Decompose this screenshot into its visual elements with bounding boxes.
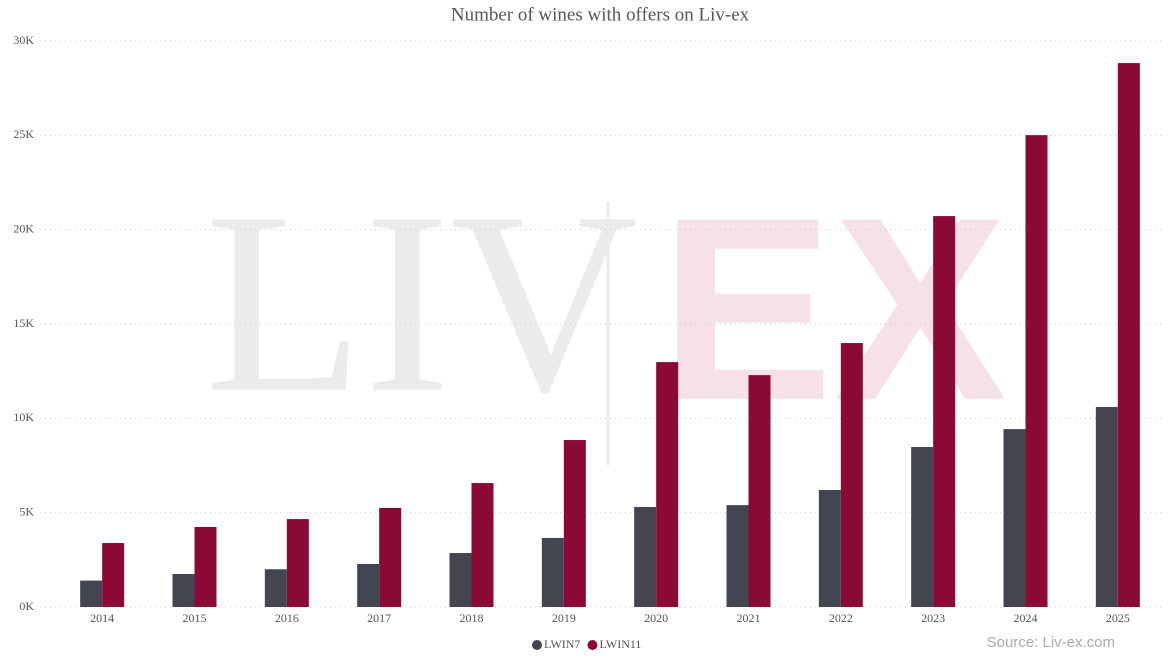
x-tick-label: 2014 — [90, 611, 114, 625]
x-tick-label: 2024 — [1014, 611, 1038, 625]
x-tick-label: 2020 — [644, 611, 668, 625]
bar — [748, 375, 771, 607]
y-tick-label: 20K — [13, 221, 34, 235]
bar — [471, 483, 494, 607]
legend-label: LWIN7 — [544, 637, 580, 651]
bar — [449, 553, 472, 607]
x-tick-label: 2021 — [737, 611, 761, 625]
y-tick-label: 15K — [13, 316, 34, 330]
bar — [102, 543, 125, 607]
bar — [1003, 429, 1026, 607]
bar — [286, 519, 309, 607]
x-tick-label: 2017 — [367, 611, 391, 625]
bar — [726, 505, 749, 607]
bar — [172, 573, 195, 607]
legend-label: LWIN11 — [599, 637, 641, 651]
y-tick-label: 0K — [19, 599, 34, 613]
bar — [1117, 63, 1140, 608]
y-tick-label: 10K — [13, 410, 34, 424]
bar — [357, 563, 380, 607]
bar — [840, 343, 863, 607]
watermark: LIV — [205, 159, 638, 447]
bar — [634, 507, 657, 607]
x-tick-label: 2015 — [183, 611, 207, 625]
bar — [933, 216, 956, 607]
x-tick-label: 2023 — [921, 611, 945, 625]
y-tick-label: 30K — [13, 33, 34, 47]
source: Source: Liv-ex.com — [987, 634, 1115, 651]
x-tick-label: 2016 — [275, 611, 299, 625]
y-tick-label: 25K — [13, 127, 34, 141]
bar — [80, 580, 103, 607]
bar — [818, 490, 841, 607]
x-tick-label: 2022 — [829, 611, 853, 625]
y-tick-label: 5K — [19, 504, 34, 518]
bar — [264, 569, 287, 607]
legend-marker — [587, 640, 598, 650]
bar — [1095, 407, 1118, 607]
chart-title: Number of wines with offers on Liv-ex — [451, 4, 750, 25]
watermark: EX — [660, 165, 1008, 455]
bar — [563, 440, 586, 607]
bar — [379, 507, 402, 607]
bar — [1025, 135, 1048, 608]
x-tick-label: 2019 — [552, 611, 576, 625]
bar — [541, 537, 564, 607]
x-tick-label: 2018 — [460, 611, 484, 625]
x-tick-label: 2025 — [1106, 611, 1130, 625]
bar — [194, 527, 217, 607]
bar — [911, 447, 934, 607]
legend-marker — [532, 640, 542, 650]
bar — [656, 362, 679, 607]
